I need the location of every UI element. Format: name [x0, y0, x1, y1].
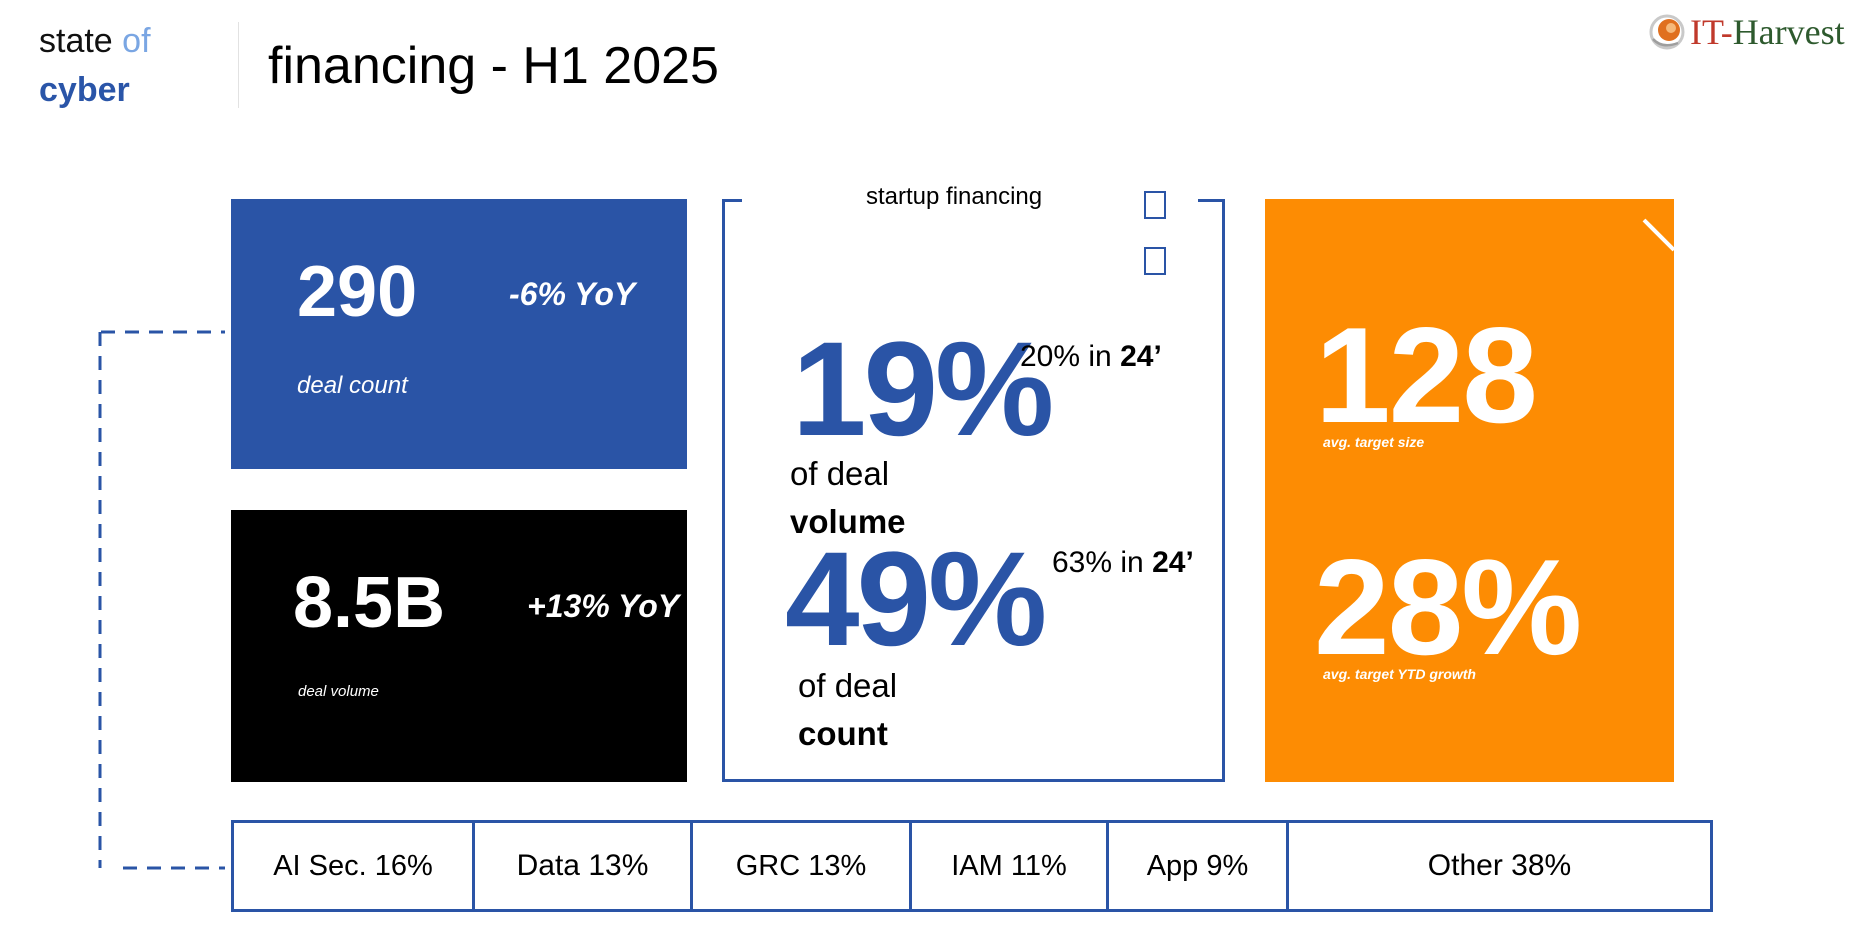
deal-volume-card [231, 510, 687, 782]
header-divider [238, 22, 239, 108]
target-card [1265, 199, 1674, 782]
corner-mark-icon [1642, 218, 1676, 252]
category-data: Data 13% [472, 820, 693, 912]
deal-count-card [231, 199, 687, 469]
startup-volume-prev-year: 24’ [1120, 340, 1162, 373]
brand-state-word: state [39, 22, 113, 60]
deal-count-label: deal count [297, 372, 408, 399]
startup-volume-percent: 19% [792, 315, 1054, 464]
page-title: financing - H1 2025 [268, 37, 719, 95]
deal-count-value: 290 [297, 252, 418, 332]
startup-volume-caption: of deal [790, 455, 890, 492]
startup-volume-prev-text: 20% in [1020, 340, 1121, 373]
placeholder-square-icon [1144, 247, 1166, 275]
target-growth-label: avg. target YTD growth [1323, 666, 1476, 682]
startup-count-caption-bold: count [798, 715, 888, 752]
target-growth-value: 28% [1314, 531, 1582, 683]
deal-volume-value: 8.5B [293, 563, 446, 643]
startup-volume-caption-bold: volume [790, 503, 906, 540]
startup-volume-prev: 20% in 24’ [1020, 340, 1162, 374]
category-iam: IAM 11% [909, 820, 1109, 912]
startup-count-prev: 63% in 24’ [1052, 546, 1194, 580]
category-ai-sec: AI Sec. 16% [231, 820, 475, 912]
brand-state-of: state of [39, 21, 151, 61]
startup-count-prev-year: 24’ [1152, 546, 1194, 579]
it-harvest-logo: IT-Harvest [1648, 10, 1845, 54]
swirl-logo-icon [1649, 14, 1685, 50]
logo-dash: - [1720, 12, 1733, 52]
target-size-value: 128 [1315, 299, 1538, 451]
category-app: App 9% [1106, 820, 1289, 912]
placeholder-square-icon [1144, 191, 1166, 219]
startup-count-prev-text: 63% in [1052, 546, 1153, 579]
deal-volume-yoy: +13% YoY [527, 588, 680, 624]
category-grc: GRC 13% [690, 820, 912, 912]
deal-count-yoy: -6% YoY [509, 276, 636, 312]
deal-volume-label: deal volume [298, 683, 379, 700]
category-other: Other 38% [1286, 820, 1713, 912]
brand-of-word: of [122, 22, 151, 60]
startup-financing-card [722, 199, 1225, 782]
brand-cyber-word: cyber [39, 71, 130, 109]
target-size-label: avg. target size [1323, 434, 1425, 450]
startup-count-percent: 49% [785, 525, 1047, 674]
logo-it: IT [1690, 12, 1721, 52]
logo-harvest: Harvest [1732, 12, 1845, 52]
logo-text: IT-Harvest [1690, 10, 1845, 54]
dashed-connector [98, 330, 225, 870]
startup-count-caption: of deal [798, 667, 898, 704]
startup-financing-title: startup financing [858, 183, 1051, 211]
